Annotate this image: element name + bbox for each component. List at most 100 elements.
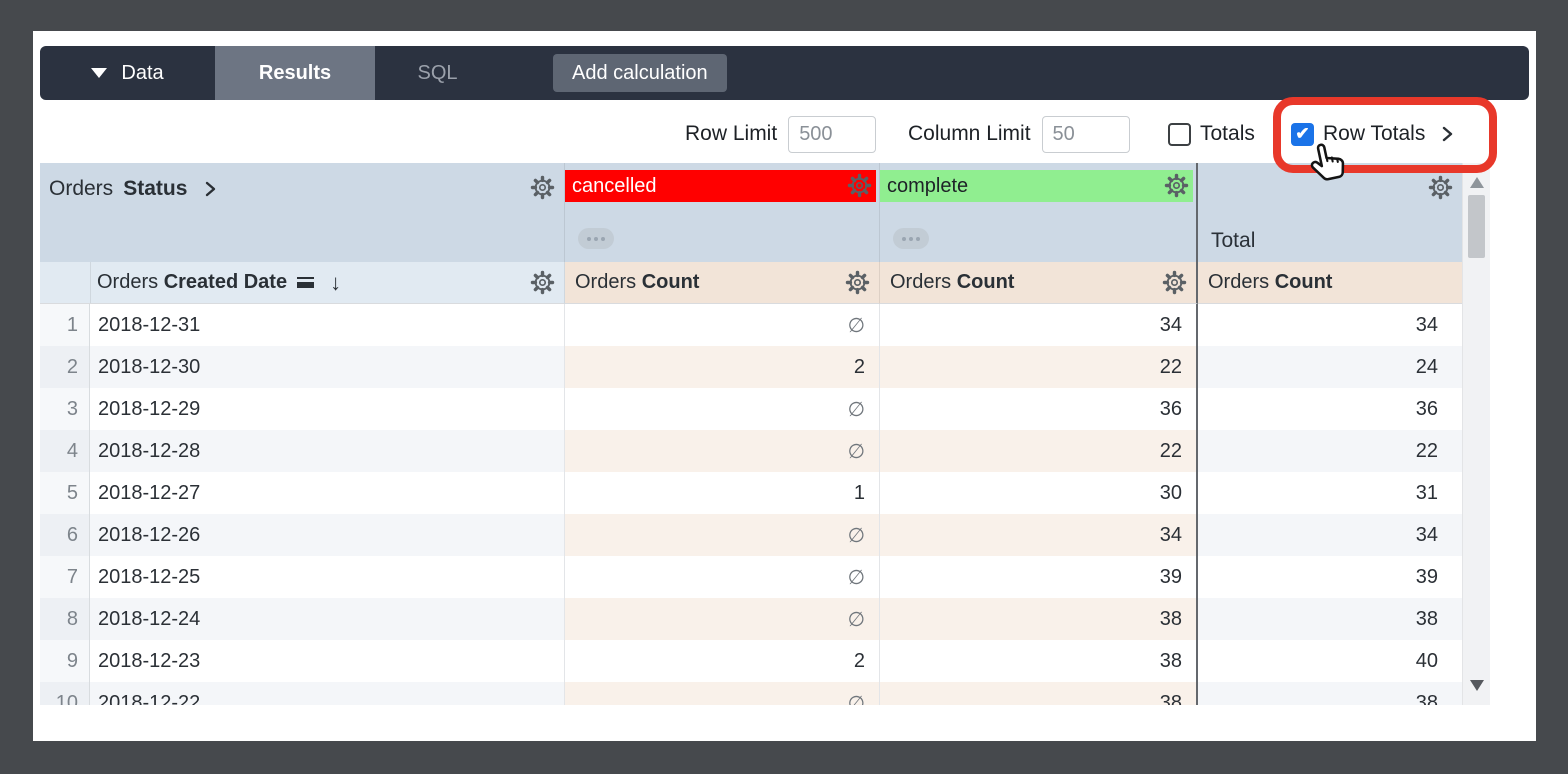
measure-field-label: Count [641, 271, 700, 293]
date-cell: 2018-12-23 [90, 640, 565, 682]
gear-icon[interactable] [1164, 173, 1189, 198]
gear-icon[interactable] [1428, 175, 1453, 200]
row-index-cell: 4 [40, 430, 90, 472]
complete-count-cell: 38 [880, 640, 1198, 682]
pivot-value-cancelled: cancelled [565, 163, 880, 262]
pivot-chip-cancelled[interactable]: cancelled [565, 170, 876, 202]
row-total-cell: 34 [1198, 514, 1462, 556]
ellipsis-menu-button[interactable] [578, 228, 614, 249]
row-total-cell: 38 [1198, 682, 1462, 705]
measure-view-label: Orders [575, 271, 637, 293]
ellipsis-menu-button[interactable] [893, 228, 929, 249]
tab-results-label: Results [258, 61, 332, 84]
table-row: 8 2018-12-24 ∅ 38 38 [40, 598, 1490, 640]
measure-header-cancelled[interactable]: Orders Count [565, 262, 880, 304]
gear-icon[interactable] [845, 270, 870, 295]
complete-count-cell: 22 [880, 430, 1198, 472]
row-total-cell: 31 [1198, 472, 1462, 514]
row-index-cell: 7 [40, 556, 90, 598]
cancelled-count-cell: ∅ [565, 514, 880, 556]
date-cell: 2018-12-30 [90, 346, 565, 388]
field-header-row: Orders Created Date ↓ Orders Count Order… [40, 262, 1490, 304]
complete-count-cell: 39 [880, 556, 1198, 598]
cancelled-count-cell: 2 [565, 640, 880, 682]
row-total-cell: 40 [1198, 640, 1462, 682]
pivot-value-label: cancelled [572, 174, 657, 197]
row-index-cell: 9 [40, 640, 90, 682]
measure-view-label: Orders [890, 271, 952, 293]
scroll-down-icon[interactable] [1470, 680, 1484, 691]
measure-header-total[interactable]: Orders Count [1198, 262, 1462, 304]
dimension-header[interactable]: Orders Created Date ↓ [40, 262, 565, 304]
row-total-cell: 38 [1198, 598, 1462, 640]
date-cell: 2018-12-29 [90, 388, 565, 430]
table-row: 3 2018-12-29 ∅ 36 36 [40, 388, 1490, 430]
complete-count-cell: 36 [880, 388, 1198, 430]
table-row: 2 2018-12-30 2 22 24 [40, 346, 1490, 388]
gear-icon[interactable] [530, 175, 555, 200]
table-row: 9 2018-12-23 2 38 40 [40, 640, 1490, 682]
table-row: 7 2018-12-25 ∅ 39 39 [40, 556, 1490, 598]
tab-results[interactable]: Results [215, 46, 375, 100]
row-index-cell: 3 [40, 388, 90, 430]
table-row: 6 2018-12-26 ∅ 34 34 [40, 514, 1490, 556]
column-limit-label: Column Limit [908, 122, 1031, 145]
row-totals-control: ✔ Row Totals [1291, 114, 1456, 154]
cancelled-count-cell: 2 [565, 346, 880, 388]
row-total-cell: 24 [1198, 346, 1462, 388]
gear-icon[interactable] [530, 270, 555, 295]
row-index-cell: 2 [40, 346, 90, 388]
sort-descending-icon[interactable]: ↓ [330, 269, 342, 295]
pivot-chip-complete[interactable]: complete [880, 170, 1193, 202]
pivot-header-row: Orders Status cancelled complete [40, 163, 1490, 262]
pivot-field-label: Status [123, 177, 188, 200]
pivot-value-complete: complete [880, 163, 1198, 262]
hand-cursor-icon [1310, 143, 1345, 181]
row-total-cell: 36 [1198, 388, 1462, 430]
cancelled-count-cell: ∅ [565, 430, 880, 472]
scroll-up-icon[interactable] [1470, 177, 1484, 188]
scrollbar-thumb[interactable] [1468, 195, 1485, 258]
data-toolbar: Data Results SQL Add calculation [40, 46, 1529, 100]
group-section-icon [297, 276, 315, 289]
measure-view-label: Orders [1208, 271, 1270, 293]
pivot-view-label: Orders [49, 177, 114, 200]
measure-header-complete[interactable]: Orders Count [880, 262, 1198, 304]
row-index-cell: 10 [40, 682, 90, 705]
table-row: 4 2018-12-28 ∅ 22 22 [40, 430, 1490, 472]
tab-sql[interactable]: SQL [375, 46, 500, 100]
expand-chevron-icon[interactable] [201, 180, 219, 198]
row-index-cell: 1 [40, 304, 90, 346]
row-total-cell: 34 [1198, 304, 1462, 346]
date-cell: 2018-12-31 [90, 304, 565, 346]
row-index-cell: 5 [40, 472, 90, 514]
cancelled-count-cell: 1 [565, 472, 880, 514]
row-limit-input[interactable] [788, 115, 877, 153]
complete-count-cell: 38 [880, 598, 1198, 640]
gear-icon[interactable] [1162, 270, 1187, 295]
row-index-cell: 8 [40, 598, 90, 640]
caret-down-icon [91, 68, 108, 78]
table-row: 1 2018-12-31 ∅ 34 34 [40, 304, 1490, 346]
chevron-right-icon[interactable] [1438, 125, 1456, 143]
vertical-scrollbar[interactable] [1462, 163, 1490, 705]
data-section-label: Data [121, 61, 164, 84]
add-calculation-button[interactable]: Add calculation [553, 54, 727, 92]
row-totals-checkbox[interactable]: ✔ [1291, 122, 1314, 146]
totals-checkbox[interactable] [1168, 122, 1191, 146]
column-limit-control: Column Limit [908, 114, 1130, 154]
row-limit-label: Row Limit [685, 122, 778, 145]
column-limit-input[interactable] [1041, 115, 1130, 153]
date-cell: 2018-12-22 [90, 682, 565, 705]
dimension-view-label: Orders [97, 271, 159, 293]
cancelled-count-cell: ∅ [565, 682, 880, 705]
gear-icon[interactable] [847, 173, 872, 198]
complete-count-cell: 38 [880, 682, 1198, 705]
table-row: 5 2018-12-27 1 30 31 [40, 472, 1490, 514]
pivot-field-header[interactable]: Orders Status [40, 163, 565, 262]
cancelled-count-cell: ∅ [565, 304, 880, 346]
measure-field-label: Count [956, 271, 1015, 293]
data-section-toggle[interactable]: Data [40, 46, 215, 100]
tab-sql-label: SQL [417, 61, 458, 84]
totals-label: Totals [1200, 122, 1255, 145]
